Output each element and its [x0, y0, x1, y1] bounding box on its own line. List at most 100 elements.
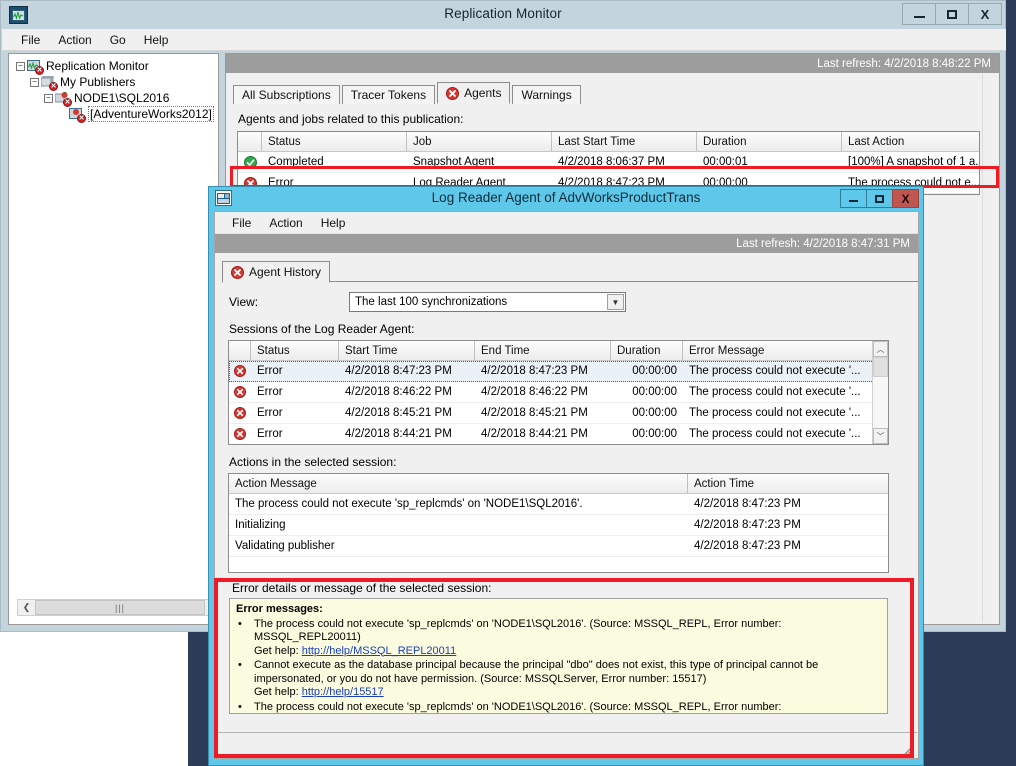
expander-minus-icon[interactable]: − — [16, 61, 25, 71]
content-vertical-scrollbar[interactable] — [982, 74, 998, 623]
minimize-icon — [913, 16, 925, 18]
table-row[interactable]: The process could not execute 'sp_replcm… — [229, 494, 888, 515]
cell-action-time: 4/2/2018 8:47:23 PM — [694, 540, 801, 552]
column-header-error-message[interactable]: Error Message — [683, 341, 873, 360]
error-message-item: • The process could not execute 'sp_repl… — [236, 701, 881, 714]
view-filter-row: View: The last 100 synchronizations ▼ — [229, 292, 918, 312]
error-messages-heading: Error messages: — [236, 603, 881, 617]
maximize-icon — [875, 194, 884, 203]
agent-window-icon — [215, 190, 232, 206]
main-maximize-button[interactable] — [935, 3, 969, 25]
tab-warnings[interactable]: Warnings — [512, 85, 581, 104]
column-header-last-start-time[interactable]: Last Start Time — [552, 132, 697, 151]
column-header-end-time[interactable]: End Time — [475, 341, 611, 360]
tree-item-replication-monitor[interactable]: − ✕ Replication Monitor — [12, 58, 216, 75]
table-row[interactable]: Error 4/2/2018 8:46:22 PM 4/2/2018 8:46:… — [229, 382, 888, 403]
tree-item-my-publishers[interactable]: − ✕ My Publishers — [12, 74, 216, 91]
scroll-thumb[interactable]: ||| — [35, 600, 205, 615]
error-icon — [233, 406, 247, 420]
error-badge-icon: ✕ — [63, 97, 72, 107]
cell-start-time: 4/2/2018 8:45:21 PM — [345, 407, 452, 419]
column-header-status[interactable]: Status — [262, 132, 407, 151]
child-minimize-button[interactable] — [840, 189, 867, 208]
publishers-error-icon: ✕ — [41, 75, 58, 91]
menu-file[interactable]: File — [21, 32, 41, 47]
column-header-icon[interactable] — [229, 341, 251, 360]
menu-help[interactable]: Help — [143, 32, 169, 47]
child-caption-buttons: X — [840, 189, 919, 208]
child-menu-file[interactable]: File — [232, 215, 252, 230]
error-details-panel[interactable]: Error messages: • The process could not … — [229, 598, 888, 714]
main-tabstrip: All Subscriptions Tracer Tokens Agents W… — [233, 80, 999, 104]
cell-status: Error — [257, 365, 283, 377]
view-select[interactable]: The last 100 synchronizations ▼ — [349, 292, 626, 312]
table-row[interactable]: Validating publisher 4/2/2018 8:47:23 PM — [229, 536, 888, 557]
cell-error-message: The process could not execute '... — [689, 365, 861, 377]
row-status-icon — [229, 385, 251, 399]
main-close-button[interactable]: X — [968, 3, 1002, 25]
child-menu-help[interactable]: Help — [320, 215, 346, 230]
cell-action-time: 4/2/2018 8:47:23 PM — [694, 498, 801, 510]
column-header-status[interactable]: Status — [251, 341, 339, 360]
error-message-item: • The process could not execute 'sp_repl… — [236, 618, 881, 659]
actions-grid-header: Action Message Action Time — [229, 474, 888, 494]
tree-horizontal-scrollbar[interactable]: ❮ ||| — [17, 599, 218, 616]
menu-go[interactable]: Go — [109, 32, 126, 47]
replication-monitor-icon — [9, 6, 28, 24]
column-header-job[interactable]: Job — [407, 132, 552, 151]
get-help-link[interactable]: http://help/15517 — [301, 686, 384, 698]
tree-item-label: [AdventureWorks2012] — [88, 106, 214, 122]
main-menu-bar: File Action Go Help — [2, 29, 1006, 51]
expander-minus-icon[interactable]: − — [30, 77, 39, 87]
child-maximize-button[interactable] — [866, 189, 893, 208]
tab-agents[interactable]: Agents — [437, 82, 511, 104]
table-row[interactable]: Error 4/2/2018 8:47:23 PM 4/2/2018 8:47:… — [229, 361, 888, 382]
main-minimize-button[interactable] — [902, 3, 936, 25]
child-window-body: File Action Help Last refresh: 4/2/2018 … — [214, 211, 919, 759]
column-header-duration[interactable]: Duration — [611, 341, 683, 360]
cell-start-time: 4/2/2018 8:44:21 PM — [345, 428, 452, 440]
sessions-vertical-scrollbar[interactable]: ︿ ﹀ — [872, 341, 888, 444]
expander-minus-icon[interactable]: − — [44, 93, 53, 103]
child-menu-bar: File Action Help — [215, 212, 918, 234]
error-message-body: Cannot execute as the database principal… — [254, 659, 881, 700]
child-close-button[interactable]: X — [892, 189, 919, 208]
child-title-bar[interactable]: Log Reader Agent of AdvWorksProductTrans… — [209, 187, 923, 211]
tree-item-adventureworks2012[interactable]: ✕ [AdventureWorks2012] — [12, 106, 216, 123]
resize-grip-icon[interactable] — [902, 743, 914, 755]
main-title-bar[interactable]: Replication Monitor X — [1, 1, 1005, 29]
cell-duration: 00:00:00 — [632, 407, 677, 419]
chevron-down-icon[interactable]: ▼ — [607, 294, 624, 310]
error-badge-icon: ✕ — [77, 113, 86, 123]
tab-agent-history[interactable]: Agent History — [222, 261, 331, 283]
scroll-down-icon[interactable]: ﹀ — [873, 428, 888, 444]
table-row[interactable]: Error 4/2/2018 8:44:21 PM 4/2/2018 8:44:… — [229, 424, 888, 444]
column-header-action-message[interactable]: Action Message — [229, 474, 688, 493]
column-header-icon[interactable] — [238, 132, 262, 151]
tab-all-subscriptions[interactable]: All Subscriptions — [233, 85, 340, 104]
child-menu-action[interactable]: Action — [269, 215, 303, 230]
tree-item-label: My Publishers — [60, 75, 136, 89]
column-header-action-time[interactable]: Action Time — [688, 474, 888, 493]
scroll-left-icon[interactable]: ❮ — [22, 602, 31, 612]
table-row[interactable]: Initializing 4/2/2018 8:47:23 PM — [229, 515, 888, 536]
success-icon — [243, 155, 257, 169]
cell-last-start-time: 4/2/2018 8:06:37 PM — [558, 156, 665, 168]
sessions-section-label: Sessions of the Log Reader Agent: — [229, 322, 415, 336]
scroll-up-icon[interactable]: ︿ — [873, 341, 888, 357]
menu-action[interactable]: Action — [58, 32, 92, 47]
tab-tracer-tokens[interactable]: Tracer Tokens — [341, 85, 436, 104]
table-row[interactable]: Error 4/2/2018 8:45:21 PM 4/2/2018 8:45:… — [229, 403, 888, 424]
error-icon — [233, 364, 247, 378]
column-header-start-time[interactable]: Start Time — [339, 341, 475, 360]
error-details-label: Error details or message of the selected… — [232, 581, 492, 595]
tree-item-node1-sql2016[interactable]: − ✕ NODE1\SQL2016 — [12, 90, 216, 107]
get-help-link[interactable]: http://help/MSSQL_REPL20011 — [301, 644, 457, 657]
cell-status: Error — [257, 407, 283, 419]
cell-duration: 00:00:00 — [632, 386, 677, 398]
scroll-thumb[interactable] — [873, 357, 888, 377]
cell-error-message: The process could not execute '... — [689, 386, 861, 398]
column-header-last-action[interactable]: Last Action — [842, 132, 979, 151]
cell-duration: 00:00:01 — [703, 156, 748, 168]
column-header-duration[interactable]: Duration — [697, 132, 842, 151]
